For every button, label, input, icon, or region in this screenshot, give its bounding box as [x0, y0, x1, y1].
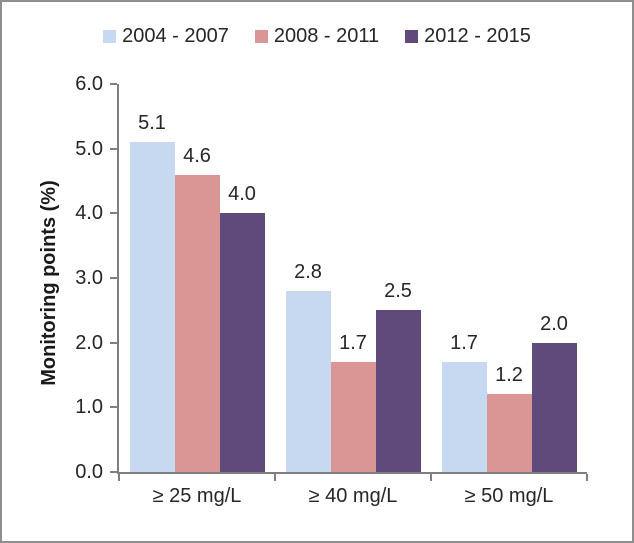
legend-swatch-icon	[254, 30, 268, 43]
y-axis-tick-label: 4.0	[75, 202, 103, 225]
bar-value-label: 4.0	[228, 183, 256, 206]
x-axis-category-label: ≥ 25 mg/L	[152, 485, 242, 507]
bar-value-label: 2.8	[294, 260, 322, 283]
bar-value-label: 5.1	[138, 112, 166, 135]
legend-label: 2012 - 2015	[424, 25, 531, 47]
bar-value-label: 2.5	[384, 280, 412, 303]
y-axis-line	[117, 84, 119, 474]
y-axis-tick	[110, 212, 117, 215]
legend-label: 2004 - 2007	[122, 25, 229, 47]
bar-2008-2011-cat1	[330, 362, 376, 472]
bar-2012-2015-cat2	[531, 342, 577, 472]
x-axis-tick	[430, 474, 432, 481]
bar-value-label: 1.2	[495, 364, 523, 387]
x-axis-tick	[274, 474, 276, 481]
y-axis-tick	[110, 406, 117, 409]
y-axis-tick	[110, 341, 117, 344]
legend-label: 2008 - 2011	[273, 25, 380, 47]
x-axis-category-label: ≥ 50 mg/L	[464, 485, 554, 507]
bar-value-label: 1.7	[450, 332, 478, 355]
bar-2012-2015-cat0	[219, 213, 265, 472]
y-axis-tick	[110, 147, 117, 150]
legend-item-0: 2004 - 2007	[103, 25, 229, 48]
y-axis-tick	[110, 277, 117, 279]
legend-swatch-icon	[103, 30, 117, 43]
bar-2004-2007-cat1	[285, 290, 331, 472]
bar-2004-2007-cat0	[129, 142, 175, 472]
x-axis-line	[117, 472, 587, 474]
legend: 2004 - 2007 2008 - 2011 2012 - 2015	[2, 25, 632, 48]
bar-2008-2011-cat2	[486, 394, 532, 472]
y-axis-tick-label: 1.0	[75, 396, 103, 419]
y-axis-tick-label: 6.0	[75, 73, 103, 95]
y-axis-tick	[110, 83, 117, 85]
y-axis-tick	[110, 471, 117, 473]
bar-value-label: 2.0	[540, 312, 568, 335]
y-axis-tick-label: 3.0	[75, 267, 103, 289]
x-axis-category-label: ≥ 40 mg/L	[308, 485, 398, 507]
bar-2008-2011-cat0	[174, 174, 220, 472]
x-axis-tick	[586, 474, 588, 481]
y-axis-tick-label: 5.0	[75, 137, 103, 160]
x-axis-tick	[118, 474, 120, 481]
y-axis-tick-label: 2.0	[75, 331, 103, 354]
bar-2004-2007-cat2	[441, 362, 487, 472]
bar-2012-2015-cat1	[375, 310, 421, 472]
y-axis-tick-label: 0.0	[75, 461, 103, 483]
legend-item-2: 2012 - 2015	[405, 25, 531, 48]
bar-value-label: 1.7	[339, 332, 367, 355]
legend-item-1: 2008 - 2011	[254, 25, 380, 48]
legend-swatch-icon	[405, 30, 419, 43]
bar-value-label: 4.6	[183, 144, 211, 167]
